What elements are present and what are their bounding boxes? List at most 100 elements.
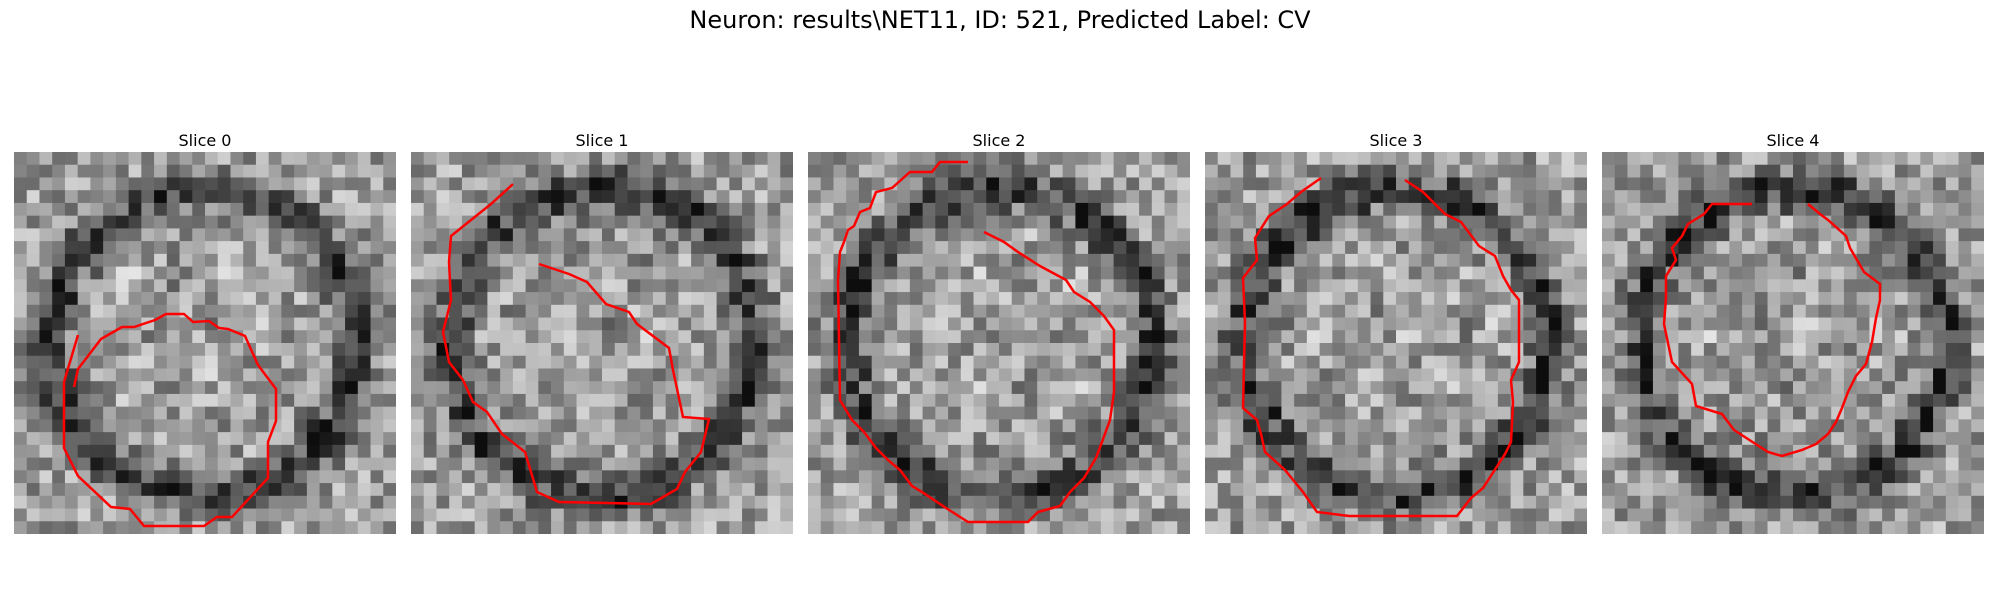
pixel bbox=[1523, 509, 1536, 522]
pixel bbox=[1666, 445, 1679, 458]
pixel bbox=[1602, 394, 1615, 407]
pixel bbox=[1549, 305, 1562, 318]
pixel bbox=[1485, 445, 1498, 458]
pixel bbox=[935, 445, 948, 458]
pixel bbox=[1256, 203, 1269, 216]
pixel bbox=[487, 305, 500, 318]
pixel bbox=[1653, 394, 1666, 407]
pixel bbox=[320, 496, 333, 509]
pixel bbox=[243, 241, 256, 254]
pixel bbox=[961, 177, 974, 190]
pixel bbox=[1806, 318, 1819, 331]
pixel bbox=[307, 368, 320, 381]
pixel bbox=[180, 292, 193, 305]
pixel bbox=[1447, 483, 1460, 496]
pixel bbox=[1640, 330, 1653, 343]
pixel bbox=[627, 407, 640, 420]
pixel bbox=[551, 394, 564, 407]
pixel bbox=[358, 381, 371, 394]
pixel bbox=[1152, 330, 1165, 343]
pixel bbox=[1332, 292, 1345, 305]
pixel bbox=[1882, 190, 1895, 203]
pixel bbox=[1409, 190, 1422, 203]
pixel bbox=[192, 267, 205, 280]
pixel bbox=[462, 521, 475, 534]
pixel bbox=[1666, 483, 1679, 496]
pixel bbox=[1615, 203, 1628, 216]
pixel bbox=[780, 216, 793, 229]
pixel bbox=[424, 190, 437, 203]
pixel bbox=[1946, 368, 1959, 381]
pixel bbox=[768, 292, 781, 305]
pixel bbox=[1717, 177, 1730, 190]
pixel bbox=[884, 228, 897, 241]
pixel bbox=[1012, 407, 1025, 420]
pixel bbox=[218, 419, 231, 432]
pixel bbox=[808, 496, 821, 509]
pixel bbox=[691, 165, 704, 178]
pixel bbox=[755, 407, 768, 420]
pixel bbox=[1434, 177, 1447, 190]
pixel bbox=[436, 177, 449, 190]
pixel bbox=[487, 356, 500, 369]
pixel bbox=[1320, 330, 1333, 343]
pixel bbox=[1434, 190, 1447, 203]
pixel bbox=[1678, 356, 1691, 369]
pixel bbox=[833, 279, 846, 292]
pixel bbox=[1332, 216, 1345, 229]
pixel bbox=[1307, 521, 1320, 534]
pixel bbox=[1615, 394, 1628, 407]
pixel bbox=[1806, 407, 1819, 420]
pixel bbox=[564, 368, 577, 381]
pixel bbox=[538, 177, 551, 190]
pixel bbox=[1549, 216, 1562, 229]
pixel bbox=[436, 445, 449, 458]
pixel bbox=[961, 381, 974, 394]
pixel bbox=[1920, 419, 1933, 432]
pixel bbox=[1831, 216, 1844, 229]
pixel bbox=[974, 394, 987, 407]
pixel bbox=[780, 521, 793, 534]
pixel bbox=[821, 292, 834, 305]
pixel bbox=[872, 394, 885, 407]
pixel bbox=[1920, 165, 1933, 178]
pixel bbox=[1768, 279, 1781, 292]
pixel bbox=[1768, 177, 1781, 190]
pixel bbox=[1126, 254, 1139, 267]
pixel bbox=[1562, 509, 1575, 522]
pixel bbox=[205, 330, 218, 343]
pixel bbox=[1485, 165, 1498, 178]
pixel bbox=[1294, 292, 1307, 305]
pixel bbox=[742, 152, 755, 165]
pixel bbox=[1269, 419, 1282, 432]
pixel bbox=[577, 330, 590, 343]
pixel bbox=[462, 190, 475, 203]
pixel bbox=[1602, 165, 1615, 178]
pixel bbox=[129, 419, 142, 432]
pixel bbox=[1793, 318, 1806, 331]
pixel bbox=[666, 407, 679, 420]
pixel bbox=[424, 292, 437, 305]
pixel bbox=[1755, 496, 1768, 509]
pixel bbox=[1088, 216, 1101, 229]
pixel bbox=[1971, 343, 1984, 356]
pixel bbox=[808, 216, 821, 229]
pixel bbox=[577, 254, 590, 267]
pixel bbox=[1678, 343, 1691, 356]
pixel bbox=[1780, 203, 1793, 216]
pixel bbox=[1666, 292, 1679, 305]
pixel bbox=[513, 356, 526, 369]
pixel bbox=[1230, 330, 1243, 343]
pixel bbox=[1063, 165, 1076, 178]
pixel bbox=[589, 470, 602, 483]
pixel bbox=[1615, 177, 1628, 190]
pixel bbox=[1460, 356, 1473, 369]
pixel bbox=[154, 343, 167, 356]
pixel bbox=[1908, 419, 1921, 432]
pixel bbox=[986, 190, 999, 203]
pixel bbox=[627, 228, 640, 241]
pixel bbox=[103, 292, 116, 305]
pixel bbox=[1396, 381, 1409, 394]
pixel bbox=[1640, 152, 1653, 165]
pixel bbox=[1101, 165, 1114, 178]
